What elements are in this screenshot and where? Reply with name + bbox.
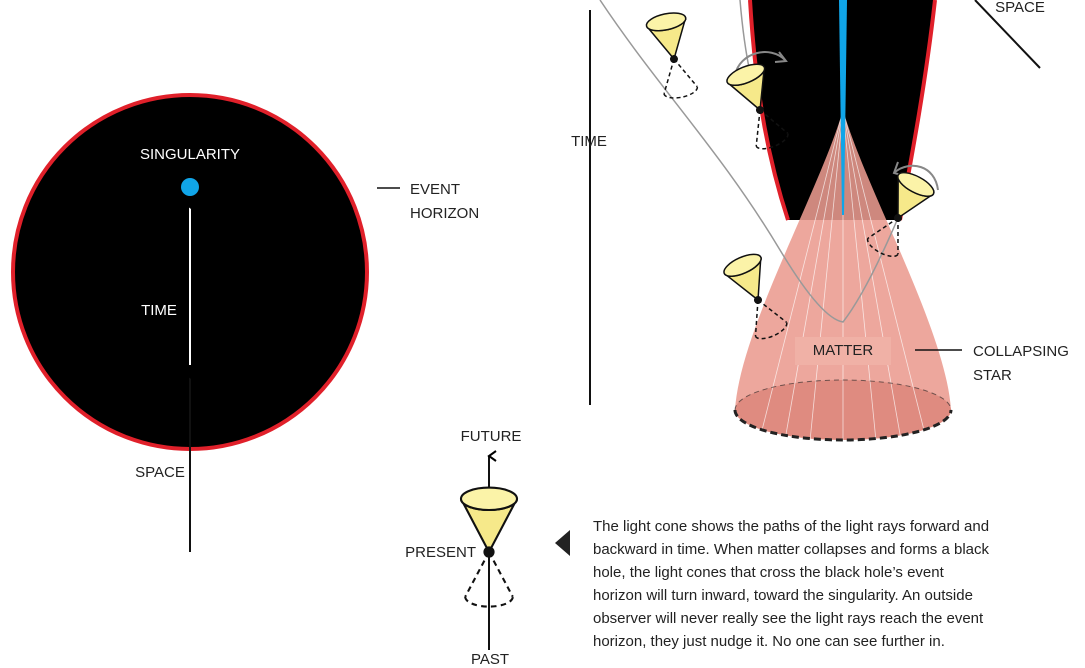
light-cone-legend: FUTURE PRESENT PAST bbox=[405, 428, 570, 668]
label: EVENT bbox=[410, 181, 460, 198]
label: HORIZON bbox=[410, 205, 479, 222]
caption: The light cone shows the paths of the li… bbox=[593, 518, 989, 650]
caption-line: observer will never really see the light… bbox=[593, 610, 984, 627]
label: STAR bbox=[973, 367, 1012, 384]
spacetime-diagram: TIME SPACE MATTER COLLAPSING STAR bbox=[571, 0, 1069, 441]
diagram: SINGULARITY TIME SPACE EVENT HORIZON TIM… bbox=[0, 0, 1085, 668]
caption-line: horizon, they just nudge it. No one can … bbox=[593, 633, 945, 650]
black-hole-side: SINGULARITY TIME SPACE EVENT HORIZON bbox=[13, 95, 479, 552]
caption-line: The light cone shows the paths of the li… bbox=[593, 518, 989, 535]
label: SPACE bbox=[135, 464, 185, 481]
label: TIME bbox=[571, 133, 607, 150]
label: MATTER bbox=[813, 342, 874, 359]
caption-line: hole, the light cones that cross the bla… bbox=[593, 564, 945, 581]
label: PAST bbox=[471, 651, 509, 668]
label: SPACE bbox=[995, 0, 1045, 16]
label: SINGULARITY bbox=[140, 146, 240, 163]
caption-line: horizon will turn inward, toward the sin… bbox=[593, 587, 973, 604]
caption-line: backward in time. When matter collapses … bbox=[593, 541, 989, 558]
label: TIME bbox=[141, 302, 177, 319]
label: FUTURE bbox=[461, 428, 522, 445]
label: PRESENT bbox=[405, 544, 476, 561]
label: COLLAPSING bbox=[973, 343, 1069, 360]
